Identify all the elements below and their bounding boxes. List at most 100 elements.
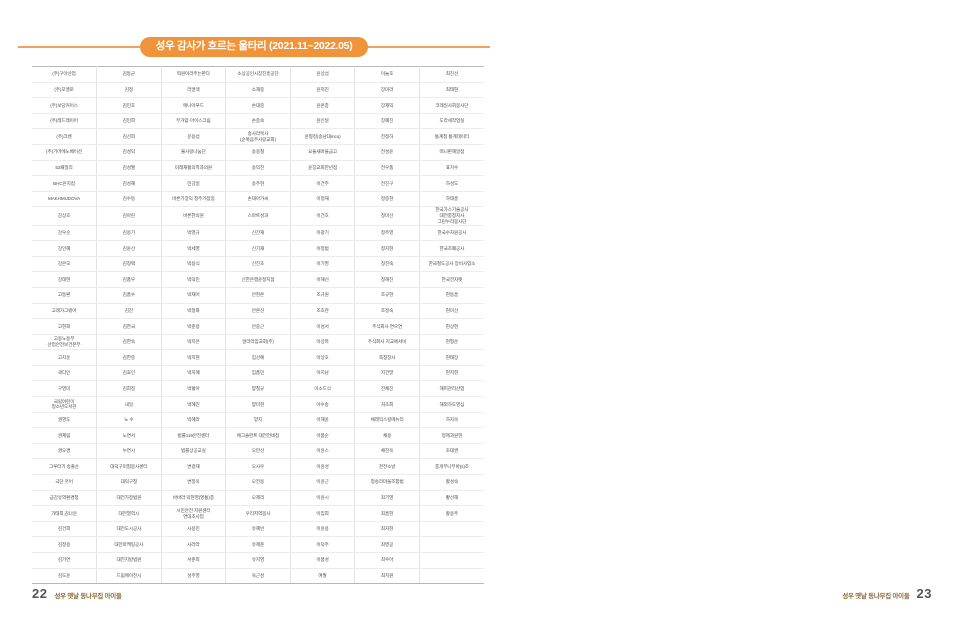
donor-cell: 이광기 bbox=[290, 224, 356, 242]
donor-cell: 박혈아 bbox=[161, 380, 227, 398]
donor-cell: 바른한의원 bbox=[161, 206, 227, 226]
donor-cell bbox=[419, 536, 484, 554]
donor-cell: (주)크벤 bbox=[32, 128, 98, 145]
donor-cell-line: 신간재 bbox=[251, 229, 265, 235]
donor-cell-line: (주)구아산업 bbox=[52, 71, 76, 77]
donor-cell-line: 도라세작업실 bbox=[439, 118, 465, 124]
donor-cell-line: 스마트성과 bbox=[247, 213, 269, 219]
donor-cell-line: 청소년도서관 bbox=[51, 404, 77, 410]
donor-cell-line: 김아린 bbox=[122, 213, 136, 219]
donor-cell: 고지운 bbox=[32, 349, 98, 366]
donor-cell: 오사우 bbox=[225, 458, 291, 476]
donor-cell: 윤상섭 bbox=[290, 66, 356, 83]
donor-cell-line: 국립어린이 bbox=[53, 398, 75, 404]
donor-cell-line: 이상호 bbox=[316, 354, 329, 360]
donor-cell-line: 떡원이라주는판다 bbox=[176, 71, 210, 77]
donor-cell: 이윤근 bbox=[290, 474, 356, 491]
donor-cell: (주)보당커어스 bbox=[32, 97, 98, 114]
donor-cell: 천전소방 bbox=[354, 458, 420, 476]
donor-cell-line: 이늘호 bbox=[380, 71, 394, 77]
donor-cell-line: 장혜진 bbox=[380, 118, 394, 124]
table-row: 곽다인 김효인 박지혜 임품민 이지남 지건말 현지현 bbox=[32, 364, 484, 382]
donor-cell: 조정숙 bbox=[354, 302, 420, 320]
donor-cell-line: 최수아 bbox=[380, 557, 394, 563]
table-row: 권제림 노연서 법률119안전센터 에그솔런트 대전언네점 이품순 채용 정제과원현 bbox=[32, 427, 484, 444]
donor-cell: 서춘희 bbox=[161, 552, 227, 569]
donor-cell-line: 고지운 bbox=[57, 354, 71, 360]
donor-cell-line: 한국조폐공사 bbox=[439, 245, 465, 251]
donor-cell-line: BHC은지점 bbox=[53, 180, 75, 186]
donor-cell-line: (주)크벤 bbox=[56, 133, 72, 139]
donor-cell: (주)구아산업 bbox=[32, 66, 98, 83]
donor-cell: 육근성 bbox=[225, 567, 291, 585]
donor-cell-line: 활성숙 bbox=[445, 479, 459, 485]
donor-cell-line: 안중근 bbox=[251, 323, 265, 329]
donor-cell-line: 이광기 bbox=[316, 229, 329, 235]
donor-cell: 신간재 bbox=[225, 224, 291, 242]
donor-cell-line: 김도윤 bbox=[57, 573, 71, 579]
donor-cell: 송사라목사 (순복음주사랑교회) bbox=[225, 128, 291, 145]
table-row: BHC은지점 김성혜 민강일 송주현 이건주 전진구 하성도 bbox=[32, 175, 484, 192]
donor-cell: 고동환 bbox=[32, 286, 98, 304]
donor-cell: 떡원이라주는판다 bbox=[161, 66, 227, 83]
donor-cell-line: MAKHMUDOVA bbox=[47, 196, 81, 202]
donor-cell: 이해선 bbox=[290, 271, 356, 288]
donor-cell: 박혜진 bbox=[161, 396, 227, 413]
donor-cell-line: 윤장교회만년점 bbox=[308, 164, 337, 170]
donor-cell: 대전도시공사 bbox=[96, 520, 162, 538]
donor-cell-line: 김가연 bbox=[57, 557, 71, 563]
donor-cell: MAKHMUDOVA bbox=[32, 190, 98, 208]
donor-cell: 임품민 bbox=[225, 364, 291, 382]
donor-cell-line: 손대중 bbox=[251, 102, 265, 108]
donor-cell: 이상목 bbox=[290, 333, 356, 351]
donor-cell: 강우순 bbox=[32, 224, 98, 242]
table-row: (주)기머에노베이션 김성덕 물사랑나눔단 송용철 요들새마을금고 전성윤 떠니판해알점 bbox=[32, 143, 484, 161]
donor-cell: 전진구 bbox=[354, 175, 420, 192]
donor-cell: 고용노동부 산업안전보건본부 bbox=[32, 333, 98, 351]
table-row: 고동환 김품수 박재어 안현온 조규원 조규현 현동흠 bbox=[32, 286, 484, 304]
donor-cell: 이정재 bbox=[290, 190, 356, 208]
donor-cell: 유지영 bbox=[225, 552, 291, 569]
donor-cell bbox=[419, 552, 484, 569]
donor-cell: (주)모엘로 bbox=[32, 81, 98, 99]
donor-cell-line: 조규원 bbox=[316, 292, 329, 298]
donor-cell-line: 사라라 bbox=[187, 541, 200, 547]
donor-cell-line: 김정용 bbox=[57, 541, 71, 547]
donor-cell-line: 김한숙 bbox=[122, 339, 136, 345]
donor-cell: 민강일 bbox=[161, 175, 227, 192]
banner-title: 성우 감사가 흐르는 울타리 (2021.11~2022.05) bbox=[139, 37, 369, 57]
donor-cell-line: 현미선 bbox=[445, 307, 459, 313]
donor-cell-line: 이윤스 bbox=[316, 448, 329, 454]
donor-cell-line: 오제리 bbox=[251, 495, 265, 501]
donor-cell: 내일 bbox=[96, 396, 162, 413]
donor-cell-line: (주)레드래이어 bbox=[50, 118, 78, 124]
donor-cell-line: 족청장사 bbox=[378, 354, 396, 360]
donor-cell: 안현온 bbox=[225, 286, 291, 304]
donor-cell: 소상공인시장진흥공단 bbox=[225, 66, 291, 83]
donor-cell: 양지 bbox=[225, 411, 291, 429]
donor-cell-line: 이해윤 bbox=[316, 417, 329, 423]
banner-rule-right bbox=[368, 46, 491, 48]
donor-cell: 한국가스기술공사 대전충청지사 그린누리봉사단 bbox=[419, 206, 484, 226]
donor-cell: 박준용 bbox=[161, 318, 227, 335]
donor-cell: 성주영 bbox=[161, 567, 227, 585]
donor-cell: 해피관리산업 bbox=[419, 380, 484, 398]
donor-cell: 법률상공교실 bbox=[161, 442, 227, 460]
donor-cell: 요들새마을금고 bbox=[290, 143, 356, 161]
donor-cell-line: 최자현 bbox=[380, 526, 394, 532]
donor-cell: 정진숙 bbox=[354, 255, 420, 273]
donor-cell: 시민안전 지원센터 연대초사업 bbox=[161, 505, 227, 522]
donor-cell: 현상현 bbox=[419, 318, 484, 335]
donor-cell: 임선예 bbox=[225, 349, 291, 366]
donor-cell-line: 대전열역시 bbox=[118, 510, 140, 516]
donor-cell: 국립어린이 청소년도서관 bbox=[32, 396, 98, 413]
donor-cell: 장재익 bbox=[354, 97, 420, 114]
donor-cell: 여월 bbox=[290, 567, 356, 585]
donor-cell: 정제과원현 bbox=[419, 427, 484, 444]
donor-cell-line: 떠니판해알점 bbox=[439, 149, 465, 155]
donor-cell: 김도윤 bbox=[32, 567, 98, 585]
table-row: 고래가그랬어 김진 박정화 안온선 조호관 조정숙 현미선 bbox=[32, 302, 484, 320]
donor-cell: 이윤스 bbox=[290, 442, 356, 460]
donor-cell-line: 한국철도공사 장비사업소 bbox=[428, 261, 476, 267]
table-row: 52패밀리 김성월 미래재활의학과의원 송익진 윤장교회만년점 전우품 표치수 bbox=[32, 159, 484, 177]
